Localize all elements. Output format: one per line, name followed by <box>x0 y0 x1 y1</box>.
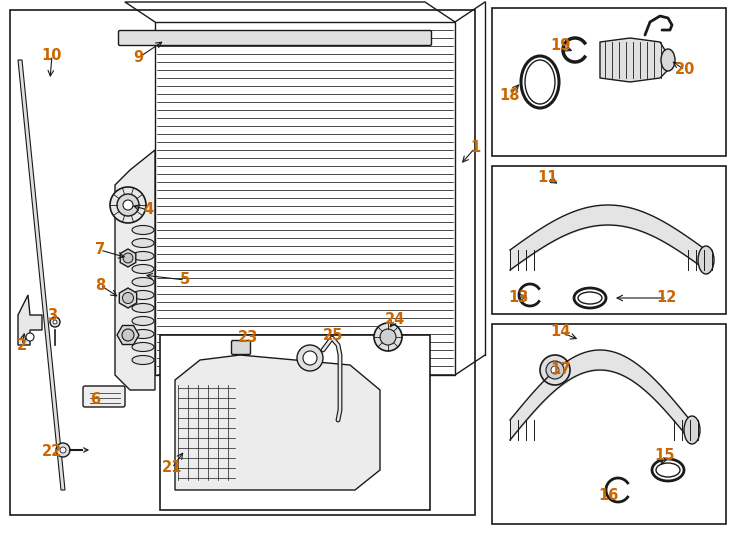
Ellipse shape <box>132 303 154 313</box>
Circle shape <box>297 345 323 371</box>
Ellipse shape <box>132 265 154 273</box>
Ellipse shape <box>578 292 602 304</box>
Circle shape <box>60 447 66 453</box>
Ellipse shape <box>661 49 675 71</box>
Text: 3: 3 <box>47 307 57 322</box>
Ellipse shape <box>132 291 154 300</box>
Circle shape <box>123 293 134 303</box>
Circle shape <box>303 351 317 365</box>
Text: 22: 22 <box>42 444 62 460</box>
Text: 25: 25 <box>323 327 344 342</box>
Text: 15: 15 <box>655 448 675 462</box>
Polygon shape <box>18 60 65 490</box>
Text: 8: 8 <box>95 278 105 293</box>
Bar <box>492 8 726 156</box>
Text: 19: 19 <box>550 38 570 53</box>
Text: 14: 14 <box>550 325 570 340</box>
Polygon shape <box>175 355 380 490</box>
Circle shape <box>110 187 146 223</box>
Text: 24: 24 <box>385 313 405 327</box>
Circle shape <box>117 194 139 216</box>
Text: 6: 6 <box>90 393 100 408</box>
Bar <box>492 324 726 524</box>
Ellipse shape <box>132 226 154 234</box>
Ellipse shape <box>132 329 154 339</box>
Text: 16: 16 <box>597 488 618 503</box>
Text: 21: 21 <box>161 461 182 476</box>
Bar <box>10 10 475 515</box>
Text: 11: 11 <box>538 171 559 186</box>
Bar <box>492 166 726 314</box>
Circle shape <box>56 443 70 457</box>
Circle shape <box>26 333 34 341</box>
Circle shape <box>546 361 564 379</box>
Bar <box>160 335 430 510</box>
Polygon shape <box>18 295 42 345</box>
Polygon shape <box>155 22 455 375</box>
Ellipse shape <box>132 278 154 287</box>
FancyBboxPatch shape <box>231 341 250 354</box>
FancyBboxPatch shape <box>83 386 125 407</box>
Ellipse shape <box>656 463 680 477</box>
FancyBboxPatch shape <box>118 30 432 45</box>
Circle shape <box>53 320 57 324</box>
Text: 4: 4 <box>143 202 153 218</box>
Text: 12: 12 <box>657 291 677 306</box>
Ellipse shape <box>132 239 154 247</box>
FancyArrowPatch shape <box>84 448 88 452</box>
Ellipse shape <box>132 316 154 326</box>
Circle shape <box>123 253 133 263</box>
Polygon shape <box>120 288 137 308</box>
Ellipse shape <box>132 342 154 352</box>
Text: 7: 7 <box>95 242 105 258</box>
Circle shape <box>122 329 134 341</box>
Circle shape <box>380 329 396 345</box>
Text: 23: 23 <box>238 330 258 346</box>
Text: 18: 18 <box>500 87 520 103</box>
Ellipse shape <box>132 355 154 364</box>
Text: 20: 20 <box>675 63 695 78</box>
Text: 9: 9 <box>133 51 143 65</box>
Text: 10: 10 <box>42 48 62 63</box>
Ellipse shape <box>525 60 555 104</box>
Polygon shape <box>115 150 155 390</box>
Text: 17: 17 <box>550 362 570 377</box>
Ellipse shape <box>132 252 154 260</box>
Circle shape <box>374 323 402 351</box>
Text: 1: 1 <box>470 140 480 156</box>
Text: 2: 2 <box>17 338 27 353</box>
Polygon shape <box>120 249 136 267</box>
Text: 13: 13 <box>508 291 528 306</box>
Ellipse shape <box>684 416 700 444</box>
Circle shape <box>50 317 60 327</box>
Circle shape <box>540 355 570 385</box>
Polygon shape <box>600 38 668 82</box>
Circle shape <box>123 200 133 210</box>
Circle shape <box>551 366 559 374</box>
Text: 5: 5 <box>180 273 190 287</box>
Ellipse shape <box>698 246 714 274</box>
